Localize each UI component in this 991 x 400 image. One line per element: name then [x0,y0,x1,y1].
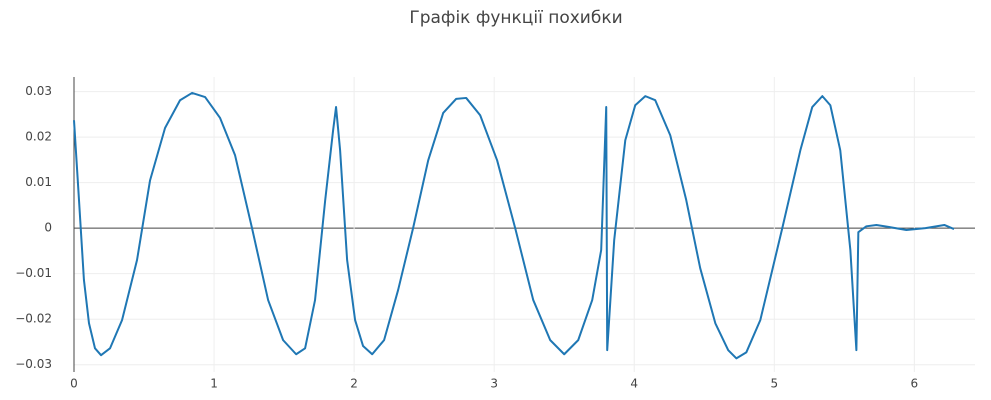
x-tick-label: 5 [770,377,778,391]
chart-title: Графік функції похибки [409,8,622,28]
x-tick-label: 6 [911,377,919,391]
line [73,91,955,360]
x-tick-label: 0 [70,377,78,391]
y-tick-label: 0.03 [25,84,52,98]
y-tick-label: −0.03 [15,357,52,371]
y-tick-label: −0.02 [15,312,52,326]
y-tick-label: −0.01 [15,266,52,280]
x-tick-label: 4 [630,377,638,391]
x-tick-label: 3 [490,377,498,391]
y-tick-label: 0.02 [25,130,52,144]
x-tick-label: 2 [350,377,358,391]
y-tick-label: 0.01 [25,175,52,189]
x-tick-label: 1 [210,377,218,391]
y-tick-label: 0 [44,221,52,235]
